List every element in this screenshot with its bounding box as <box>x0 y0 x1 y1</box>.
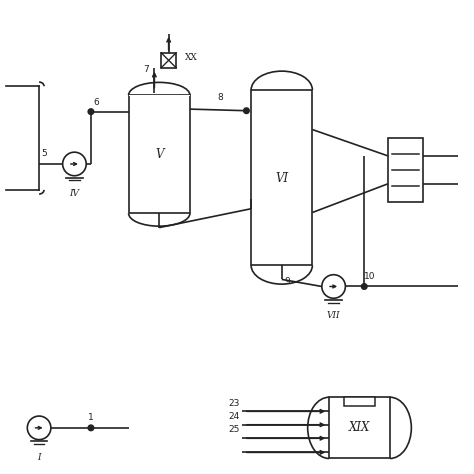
Text: V: V <box>155 148 164 162</box>
Bar <box>251 90 312 265</box>
Circle shape <box>88 109 94 115</box>
Text: 6: 6 <box>93 98 99 107</box>
Text: VII: VII <box>327 311 340 320</box>
Bar <box>329 397 390 458</box>
Text: VI: VI <box>275 172 288 185</box>
Text: 7: 7 <box>143 65 149 74</box>
Text: 5: 5 <box>41 149 47 158</box>
Text: 8: 8 <box>218 93 223 102</box>
Text: 1: 1 <box>88 413 94 422</box>
Text: 23: 23 <box>228 399 239 408</box>
Circle shape <box>88 425 94 431</box>
Text: 9: 9 <box>284 277 290 286</box>
Bar <box>161 53 176 68</box>
Circle shape <box>63 152 86 176</box>
Circle shape <box>27 416 51 439</box>
Circle shape <box>361 283 367 289</box>
Circle shape <box>322 275 346 298</box>
Text: 24: 24 <box>228 412 239 421</box>
Text: XIX: XIX <box>349 421 370 434</box>
Bar <box>388 138 423 201</box>
Text: IV: IV <box>69 189 80 198</box>
Text: XX: XX <box>185 54 198 63</box>
Text: 25: 25 <box>228 426 239 435</box>
Bar <box>251 90 312 91</box>
Bar <box>128 95 190 96</box>
Bar <box>128 95 190 213</box>
Bar <box>344 397 375 406</box>
Text: I: I <box>37 453 41 462</box>
Circle shape <box>244 108 249 114</box>
Text: 10: 10 <box>364 272 376 281</box>
